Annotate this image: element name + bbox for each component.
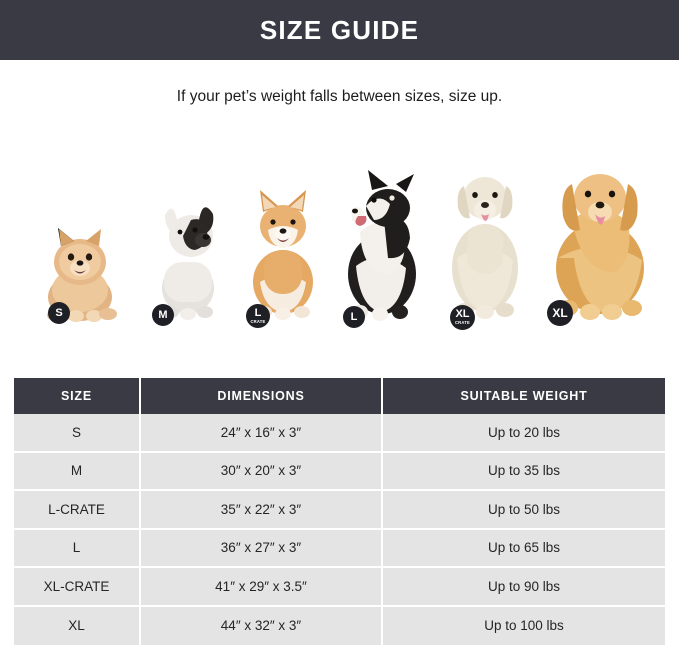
badge-s-label: S <box>55 306 63 319</box>
cell-dims: 44″ x 32″ x 3″ <box>141 606 383 645</box>
badge-m-label: M <box>158 308 168 321</box>
cell-dims: 41″ x 29″ x 3.5″ <box>141 568 383 607</box>
cell-size: L <box>14 529 141 568</box>
dog-shiba-inu-icon <box>253 190 313 320</box>
cell-size: S <box>14 414 141 453</box>
cell-dims: 36″ x 27″ x 3″ <box>141 529 383 568</box>
cell-size: XL-CRATE <box>14 568 141 607</box>
cell-weight: Up to 100 lbs <box>383 606 665 645</box>
cell-weight: Up to 65 lbs <box>383 529 665 568</box>
cell-dims: 24″ x 16″ x 3″ <box>141 414 383 453</box>
size-table-head: SIZE DIMENSIONS SUITABLE WEIGHT <box>14 378 665 414</box>
dog-french-bulldog-icon <box>162 207 214 320</box>
cell-weight: Up to 20 lbs <box>383 414 665 453</box>
badge-xl-crate-sublabel: CRATE <box>454 320 471 326</box>
column-header-weight: SUITABLE WEIGHT <box>383 378 665 414</box>
badge-l-crate-sublabel: CRATE <box>250 318 266 324</box>
badge-l-crate-label: L <box>254 306 262 319</box>
column-header-dimensions: DIMENSIONS <box>141 378 383 414</box>
size-table: SIZE DIMENSIONS SUITABLE WEIGHT S 24″ x … <box>14 378 665 645</box>
dog-slot-l: L <box>325 150 435 330</box>
cell-size: XL <box>14 606 141 645</box>
dog-border-collie-icon <box>348 170 416 321</box>
badge-xl-label: XL <box>552 306 568 320</box>
page-title: SIZE GUIDE <box>259 14 420 45</box>
dog-slot-s: S <box>25 150 135 330</box>
header-banner: SIZE GUIDE <box>0 0 679 60</box>
size-table-body: S 24″ x 16″ x 3″ Up to 20 lbs M 30″ x 20… <box>14 414 665 645</box>
cell-weight: Up to 90 lbs <box>383 568 665 607</box>
column-header-size: SIZE <box>14 378 141 414</box>
dog-slot-xl-crate: XL CRATE <box>430 150 540 330</box>
badge-xl-crate: XL CRATE <box>450 305 475 330</box>
badge-l-crate: L CRATE <box>246 304 270 328</box>
table-row: XL-CRATE 41″ x 29″ x 3.5″ Up to 90 lbs <box>14 568 665 607</box>
badge-l: L <box>343 306 365 328</box>
table-row: L-CRATE 35″ x 22″ x 3″ Up to 50 lbs <box>14 491 665 530</box>
table-header-row: SIZE DIMENSIONS SUITABLE WEIGHT <box>14 378 665 414</box>
dog-slot-xl: XL <box>535 150 665 330</box>
subtitle-text: If your pet’s weight falls between sizes… <box>176 88 503 105</box>
badge-xl-crate-label: XL <box>455 308 470 321</box>
badge-l-label: L <box>350 310 358 323</box>
dog-golden-retriever-icon <box>556 174 644 320</box>
cell-dims: 35″ x 22″ x 3″ <box>141 491 383 530</box>
table-row: S 24″ x 16″ x 3″ Up to 20 lbs <box>14 414 665 453</box>
cell-weight: Up to 50 lbs <box>383 491 665 530</box>
cell-size: M <box>14 452 141 491</box>
table-row: L 36″ x 27″ x 3″ Up to 65 lbs <box>14 529 665 568</box>
cell-dims: 30″ x 20″ x 3″ <box>141 452 383 491</box>
badge-xl: XL <box>547 300 573 326</box>
dog-slot-m: M <box>133 150 243 330</box>
table-row: M 30″ x 20″ x 3″ Up to 35 lbs <box>14 452 665 491</box>
table-row: XL 44″ x 32″ x 3″ Up to 100 lbs <box>14 606 665 645</box>
cell-weight: Up to 35 lbs <box>383 452 665 491</box>
dog-slot-l-crate: L CRATE <box>228 150 338 330</box>
cell-size: L-CRATE <box>14 491 141 530</box>
badge-s: S <box>48 302 70 324</box>
badge-m: M <box>152 304 174 326</box>
dog-labrador-icon <box>452 177 518 319</box>
dog-size-illustration-strip: S M <box>0 150 679 330</box>
